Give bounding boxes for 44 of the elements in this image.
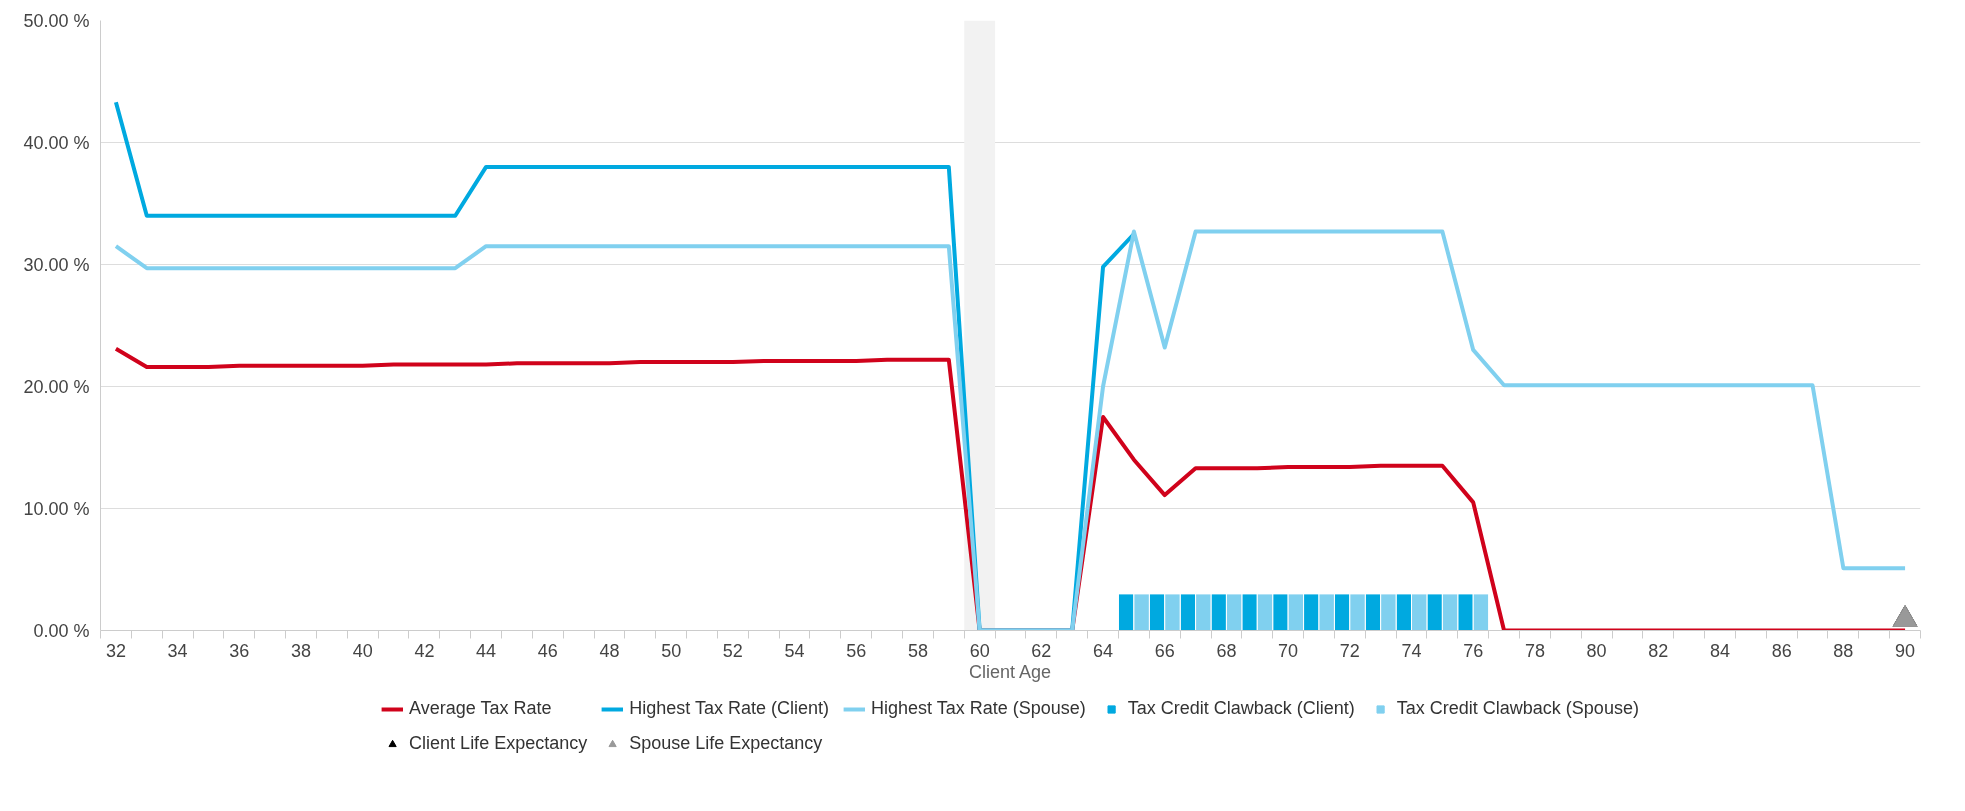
x-tick-label: 90 <box>1895 640 1916 661</box>
x-tick-label: 52 <box>722 640 743 661</box>
x-tick-label: 54 <box>784 640 805 661</box>
x-tick-label: 76 <box>1463 640 1484 661</box>
x-tick-label: 36 <box>229 640 250 661</box>
legend-label: Client Life Expectancy <box>409 733 588 754</box>
x-tick-label: 74 <box>1401 640 1422 661</box>
x-tick-label: 40 <box>352 640 373 661</box>
x-tick-label: 86 <box>1771 640 1792 661</box>
y-tick-label: 0.00 % <box>33 620 90 641</box>
x-tick-label: 84 <box>1709 640 1731 661</box>
y-tick-label: 30.00 % <box>23 254 90 275</box>
x-tick-label: 56 <box>846 640 867 661</box>
x-tick-label: 48 <box>599 640 620 661</box>
x-tick-label: 44 <box>476 640 497 661</box>
y-tick-label: 10.00 % <box>23 498 90 519</box>
y-tick-label: 50.00 % <box>23 10 90 31</box>
x-tick-label: 70 <box>1278 640 1299 661</box>
x-tick-label: 68 <box>1216 640 1237 661</box>
x-tick-label: 32 <box>105 640 126 661</box>
x-tick-label: 80 <box>1586 640 1607 661</box>
x-tick-label: 62 <box>1031 640 1052 661</box>
x-tick-label: 78 <box>1524 640 1545 661</box>
y-tick-label: 20.00 % <box>23 376 90 397</box>
x-tick-label: 58 <box>907 640 928 661</box>
legend-label: Tax Credit Clawback (Client) <box>1127 698 1355 719</box>
x-tick-label: 72 <box>1339 640 1360 661</box>
legend-label: Average Tax Rate <box>409 698 552 719</box>
x-axis-title: Client Age <box>968 661 1052 682</box>
x-tick-label: 82 <box>1648 640 1669 661</box>
x-tick-label: 88 <box>1833 640 1854 661</box>
x-tick-label: 42 <box>414 640 435 661</box>
legend-label: Highest Tax Rate (Spouse) <box>870 698 1086 719</box>
x-tick-label: 46 <box>537 640 558 661</box>
x-tick-label: 64 <box>1093 640 1114 661</box>
legend-label: Tax Credit Clawback (Spouse) <box>1396 698 1639 719</box>
x-tick-label: 50 <box>661 640 682 661</box>
x-tick-label: 66 <box>1154 640 1175 661</box>
x-tick-label: 60 <box>969 640 990 661</box>
x-tick-label: 34 <box>167 640 188 661</box>
legend-label: Spouse Life Expectancy <box>629 733 823 754</box>
x-tick-label: 38 <box>291 640 312 661</box>
y-tick-label: 40.00 % <box>23 132 90 153</box>
legend-label: Highest Tax Rate (Client) <box>629 698 829 719</box>
